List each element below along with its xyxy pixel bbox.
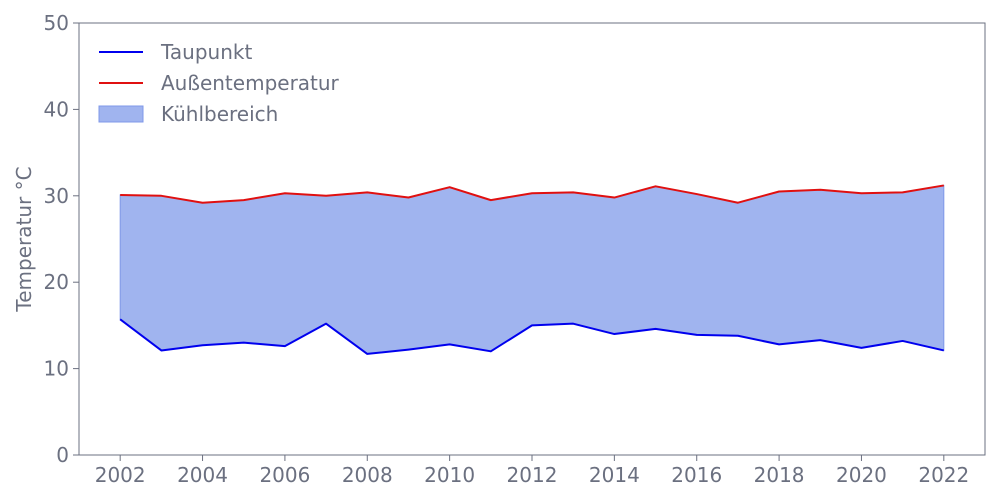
y-tick-label: 30 [44,184,69,208]
y-tick-label: 40 [44,97,69,121]
fill-layer [119,184,945,355]
x-tick-label: 2018 [754,463,805,487]
y-tick-label: 10 [44,357,69,381]
dewpoint-line [119,318,945,355]
y-tick-label: 50 [44,11,69,35]
ticks-layer: 2002 2004 2006 2008 2010 2012 2014 2016 2018 2020… [44,11,970,487]
x-tick-label: 2022 [918,463,969,487]
legend: Taupunkt Außentemperatur Kühlbereich [98,40,340,126]
x-tick-label: 2010 [424,463,475,487]
x-tick-label: 2008 [342,463,393,487]
x-tick-label: 2020 [836,463,887,487]
x-tick-label: 2016 [671,463,722,487]
cooling-range-area [119,184,945,355]
x-tick-label: 2006 [259,463,310,487]
x-tick-label: 2012 [507,463,558,487]
lines-layer [119,184,945,355]
x-tick-label: 2004 [177,463,228,487]
y-axis-title: Temperatur °C [12,166,36,312]
x-tick-label: 2002 [95,463,146,487]
y-tick-label: 20 [44,270,69,294]
x-tick-label: 2014 [589,463,640,487]
y-tick-label: 0 [56,443,69,467]
legend-cooling-range-swatch [98,105,144,123]
legend-cooling-range-label: Kühlbereich [161,102,278,126]
legend-dewpoint-label: Taupunkt [160,40,252,64]
legend-outdoor-temperature-label: Außentemperatur [161,71,340,95]
outdoor-temperature-line [120,184,944,204]
